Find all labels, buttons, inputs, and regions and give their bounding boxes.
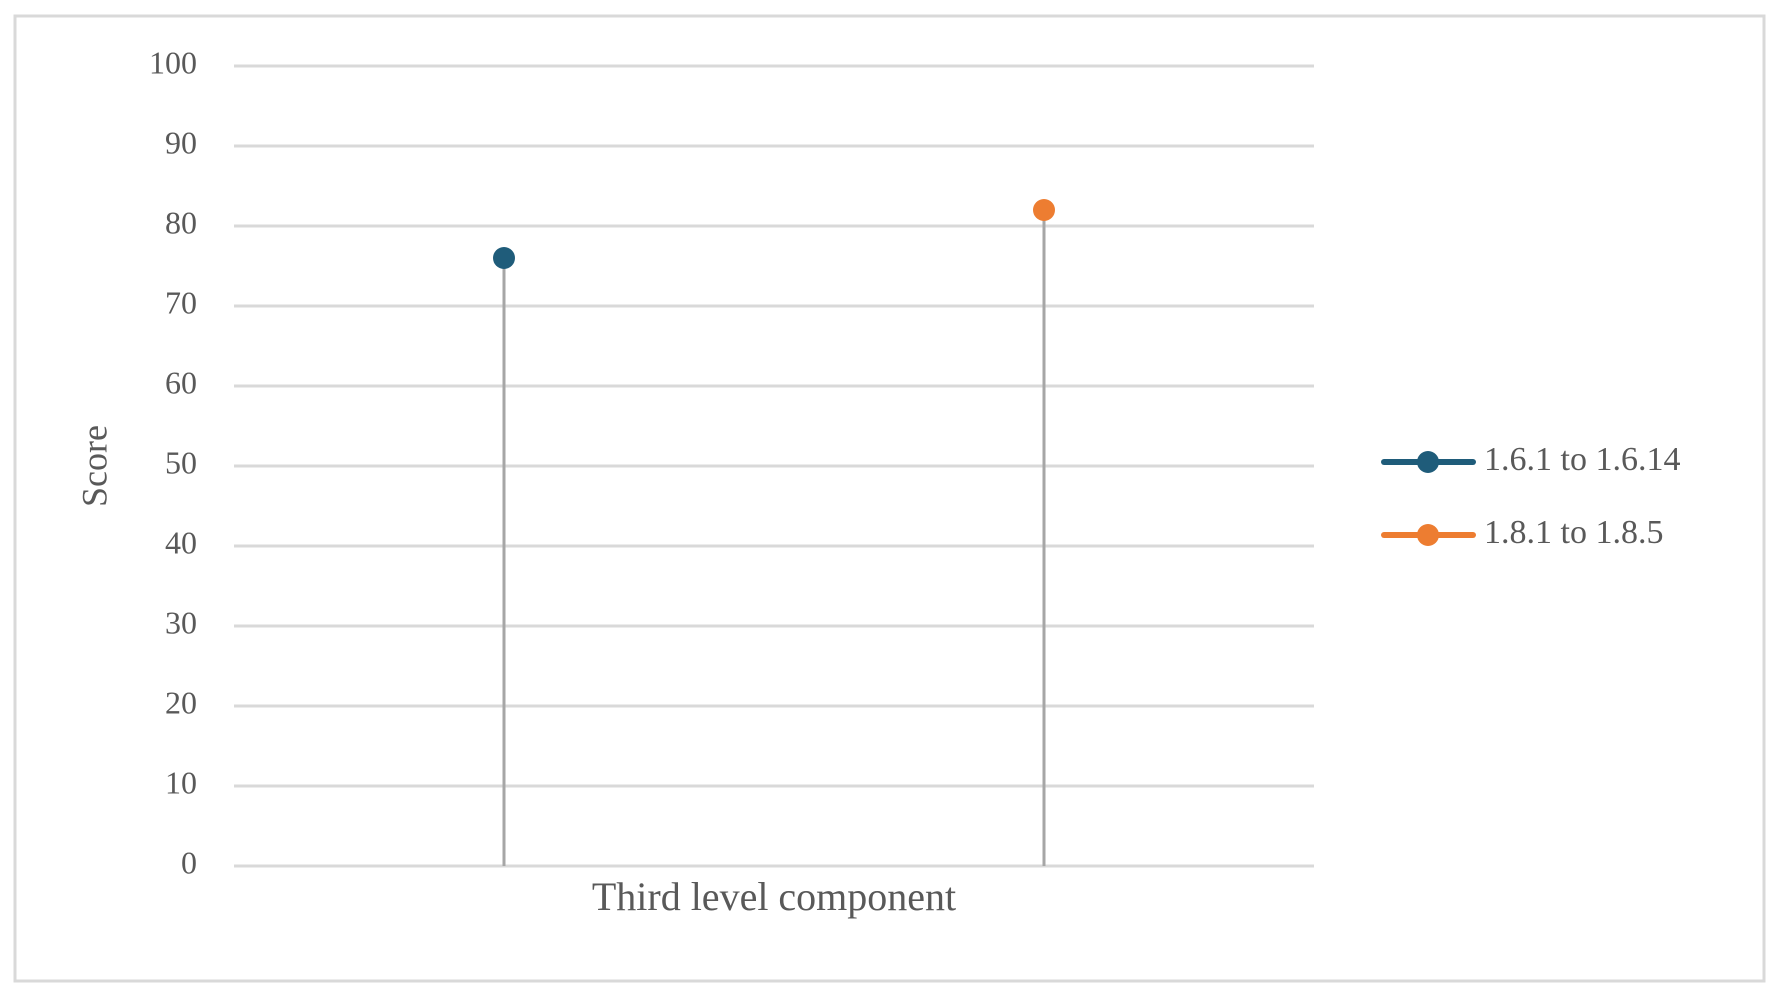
- legend-marker: [1417, 451, 1439, 473]
- y-tick-label: 80: [165, 204, 197, 240]
- y-tick-label: 60: [165, 364, 197, 400]
- y-tick-label: 90: [165, 124, 197, 160]
- y-tick-label: 50: [165, 444, 197, 480]
- chart-frame: [13, 14, 1766, 983]
- y-axis-label: Score: [74, 425, 114, 507]
- y-tick-label: 40: [165, 524, 197, 560]
- x-tick-label: Third level component: [592, 874, 956, 919]
- y-tick-label: 0: [181, 844, 197, 880]
- y-tick-label: 30: [165, 604, 197, 640]
- legend-marker: [1417, 524, 1439, 546]
- y-tick-label: 10: [165, 764, 197, 800]
- point: [1033, 199, 1055, 221]
- point: [493, 247, 515, 269]
- legend-label: 1.6.1 to 1.6.14: [1484, 441, 1680, 478]
- y-tick-label: 20: [165, 684, 197, 720]
- legend-label: 1.8.1 to 1.8.5: [1484, 514, 1663, 551]
- y-tick-label: 70: [165, 284, 197, 320]
- y-tick-label: 100: [149, 44, 197, 80]
